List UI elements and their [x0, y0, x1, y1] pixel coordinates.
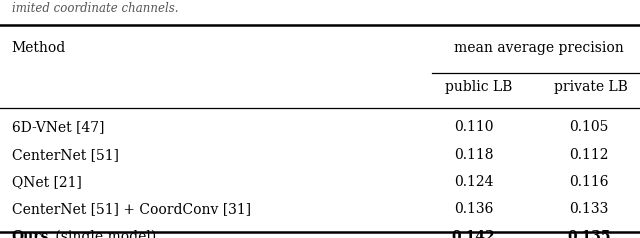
Text: 0.112: 0.112: [569, 148, 609, 162]
Text: 0.135: 0.135: [567, 230, 611, 238]
Text: Method: Method: [12, 41, 66, 55]
Text: 0.124: 0.124: [454, 175, 493, 189]
Text: mean average precision: mean average precision: [454, 41, 624, 55]
Text: 0.136: 0.136: [454, 203, 493, 216]
Text: 0.116: 0.116: [569, 175, 609, 189]
Text: CenterNet [51] + CoordConv [31]: CenterNet [51] + CoordConv [31]: [12, 203, 251, 216]
Text: 0.142: 0.142: [452, 230, 495, 238]
Text: 0.105: 0.105: [569, 120, 609, 134]
Text: public LB: public LB: [445, 80, 512, 94]
Text: 0.133: 0.133: [569, 203, 609, 216]
Text: 6D-VNet [47]: 6D-VNet [47]: [12, 120, 104, 134]
Text: imited coordinate channels.: imited coordinate channels.: [12, 2, 178, 15]
Text: 0.118: 0.118: [454, 148, 493, 162]
Text: CenterNet [51]: CenterNet [51]: [12, 148, 118, 162]
Text: private LB: private LB: [554, 80, 627, 94]
Text: QNet [21]: QNet [21]: [12, 175, 81, 189]
Text: Ours: Ours: [12, 230, 49, 238]
Text: (single model): (single model): [51, 230, 156, 238]
Text: 0.110: 0.110: [454, 120, 493, 134]
